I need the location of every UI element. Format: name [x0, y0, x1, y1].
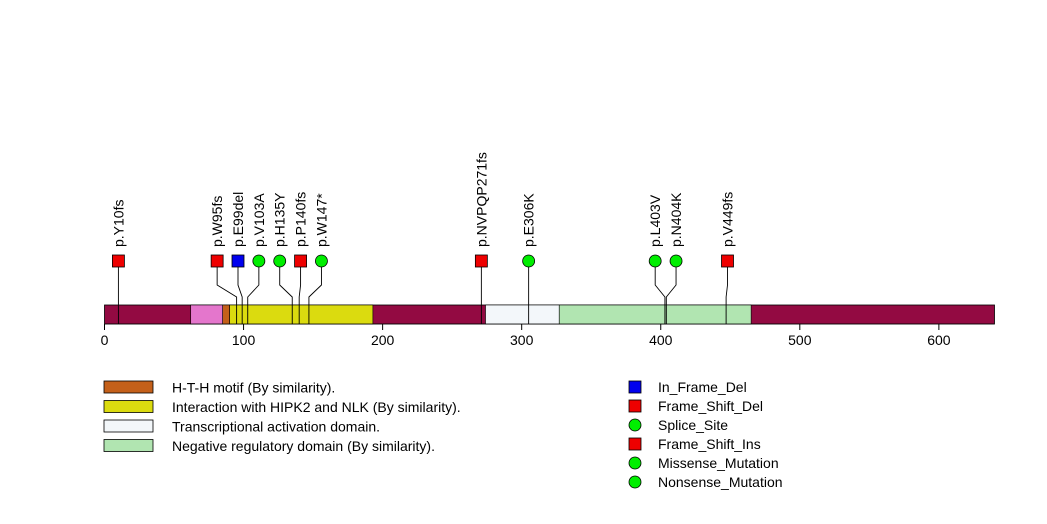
- domain-region: [190, 304, 224, 325]
- region-legend-label: Transcriptional activation domain.: [172, 419, 380, 435]
- region-legend-label: Negative regulatory domain (By similarit…: [172, 438, 435, 454]
- domain-region: [222, 304, 230, 325]
- x-tick-label: 600: [927, 332, 951, 348]
- mutation-stem: [308, 261, 322, 324]
- mutation-legend-swatch: [628, 475, 642, 489]
- mutation-label: p.E306K: [521, 193, 537, 247]
- mutation-legend-label: Missense_Mutation: [658, 455, 779, 471]
- mutation-stem: [247, 261, 260, 324]
- mutation-label: p.NVPQP271fs: [473, 152, 489, 247]
- domain-region: [229, 304, 374, 325]
- region-legend-swatch: [103, 419, 154, 433]
- mutation-stem: [216, 261, 238, 324]
- mutation-marker: [231, 254, 245, 268]
- x-axis: 0 100 200 300 400 500 600: [101, 323, 995, 348]
- mutation-label: p.V449fs: [720, 192, 736, 247]
- mutation-legend-label: Frame_Shift_Del: [658, 398, 763, 414]
- marker-layer: [112, 254, 734, 268]
- domain-region: [485, 304, 560, 325]
- x-tick-label: 300: [510, 332, 534, 348]
- mutation-stem: [279, 261, 293, 324]
- mutation-marker: [669, 254, 683, 268]
- mutation-legend-swatch: [628, 380, 642, 394]
- mutation-label: p.H135Y: [272, 192, 288, 247]
- mutation-label: p.W147*: [313, 193, 329, 247]
- region-layer: [104, 304, 995, 325]
- x-tick-label: 400: [649, 332, 673, 348]
- domain-region: [558, 304, 752, 325]
- mutation-legend: In_Frame_Del Frame_Shift_Del Splice_Site Fr…: [628, 379, 783, 490]
- mutation-label-layer: p.Y10fs p.W95fs p.E99del p.V103A p.H135Y p.P1…: [110, 152, 735, 247]
- mutation-marker: [315, 254, 328, 268]
- mutation-stem: [725, 261, 728, 324]
- mutation-legend-label: In_Frame_Del: [658, 379, 747, 395]
- mutation-legend-swatch: [628, 418, 642, 432]
- region-legend-label: H-T-H motif (By similarity).: [172, 380, 335, 396]
- mutation-stem: [665, 261, 677, 324]
- region-legend-swatch: [103, 380, 154, 394]
- mutation-label: p.W95fs: [209, 196, 225, 247]
- mutation-legend-swatch: [628, 399, 642, 413]
- mutation-stem: [298, 261, 302, 324]
- region-legend-label: Interaction with HIPK2 and NLK (By simil…: [172, 399, 461, 415]
- mutation-marker: [210, 254, 224, 268]
- mutation-stem: [654, 261, 666, 324]
- mutation-label: p.E99del: [230, 192, 246, 247]
- x-tick-label: 100: [232, 332, 256, 348]
- mutation-legend-swatch: [628, 456, 642, 470]
- mutation-label: p.L403V: [647, 194, 663, 247]
- mutation-label: p.N404K: [668, 192, 684, 247]
- mutation-legend-label: Frame_Shift_Ins: [658, 436, 761, 452]
- region-legend-swatch: [103, 400, 154, 413]
- mutation-marker: [112, 254, 125, 268]
- mutation-legend-swatch: [628, 437, 642, 451]
- mutation-marker: [721, 254, 734, 268]
- stem-layer: [117, 261, 728, 324]
- mutation-stem: [237, 261, 243, 324]
- x-tick-label: 200: [371, 332, 395, 348]
- mutation-label: p.P140fs: [293, 192, 309, 247]
- mutation-marker: [474, 254, 488, 268]
- mutation-marker: [252, 254, 266, 268]
- mutation-label: p.V103A: [251, 193, 267, 247]
- mutation-legend-label: Splice_Site: [658, 417, 728, 433]
- mutation-marker: [273, 254, 287, 268]
- mutation-label: p.Y10fs: [110, 200, 126, 247]
- mutation-marker: [522, 254, 536, 268]
- mutation-marker: [648, 254, 662, 268]
- x-tick-label: 500: [788, 332, 812, 348]
- region-legend: H-T-H motif (By similarity). Interaction …: [103, 380, 461, 454]
- mutation-legend-label: Nonsense_Mutation: [658, 474, 783, 490]
- x-tick-label: 0: [101, 332, 109, 348]
- region-legend-swatch: [103, 439, 154, 452]
- mutation-marker: [294, 254, 307, 268]
